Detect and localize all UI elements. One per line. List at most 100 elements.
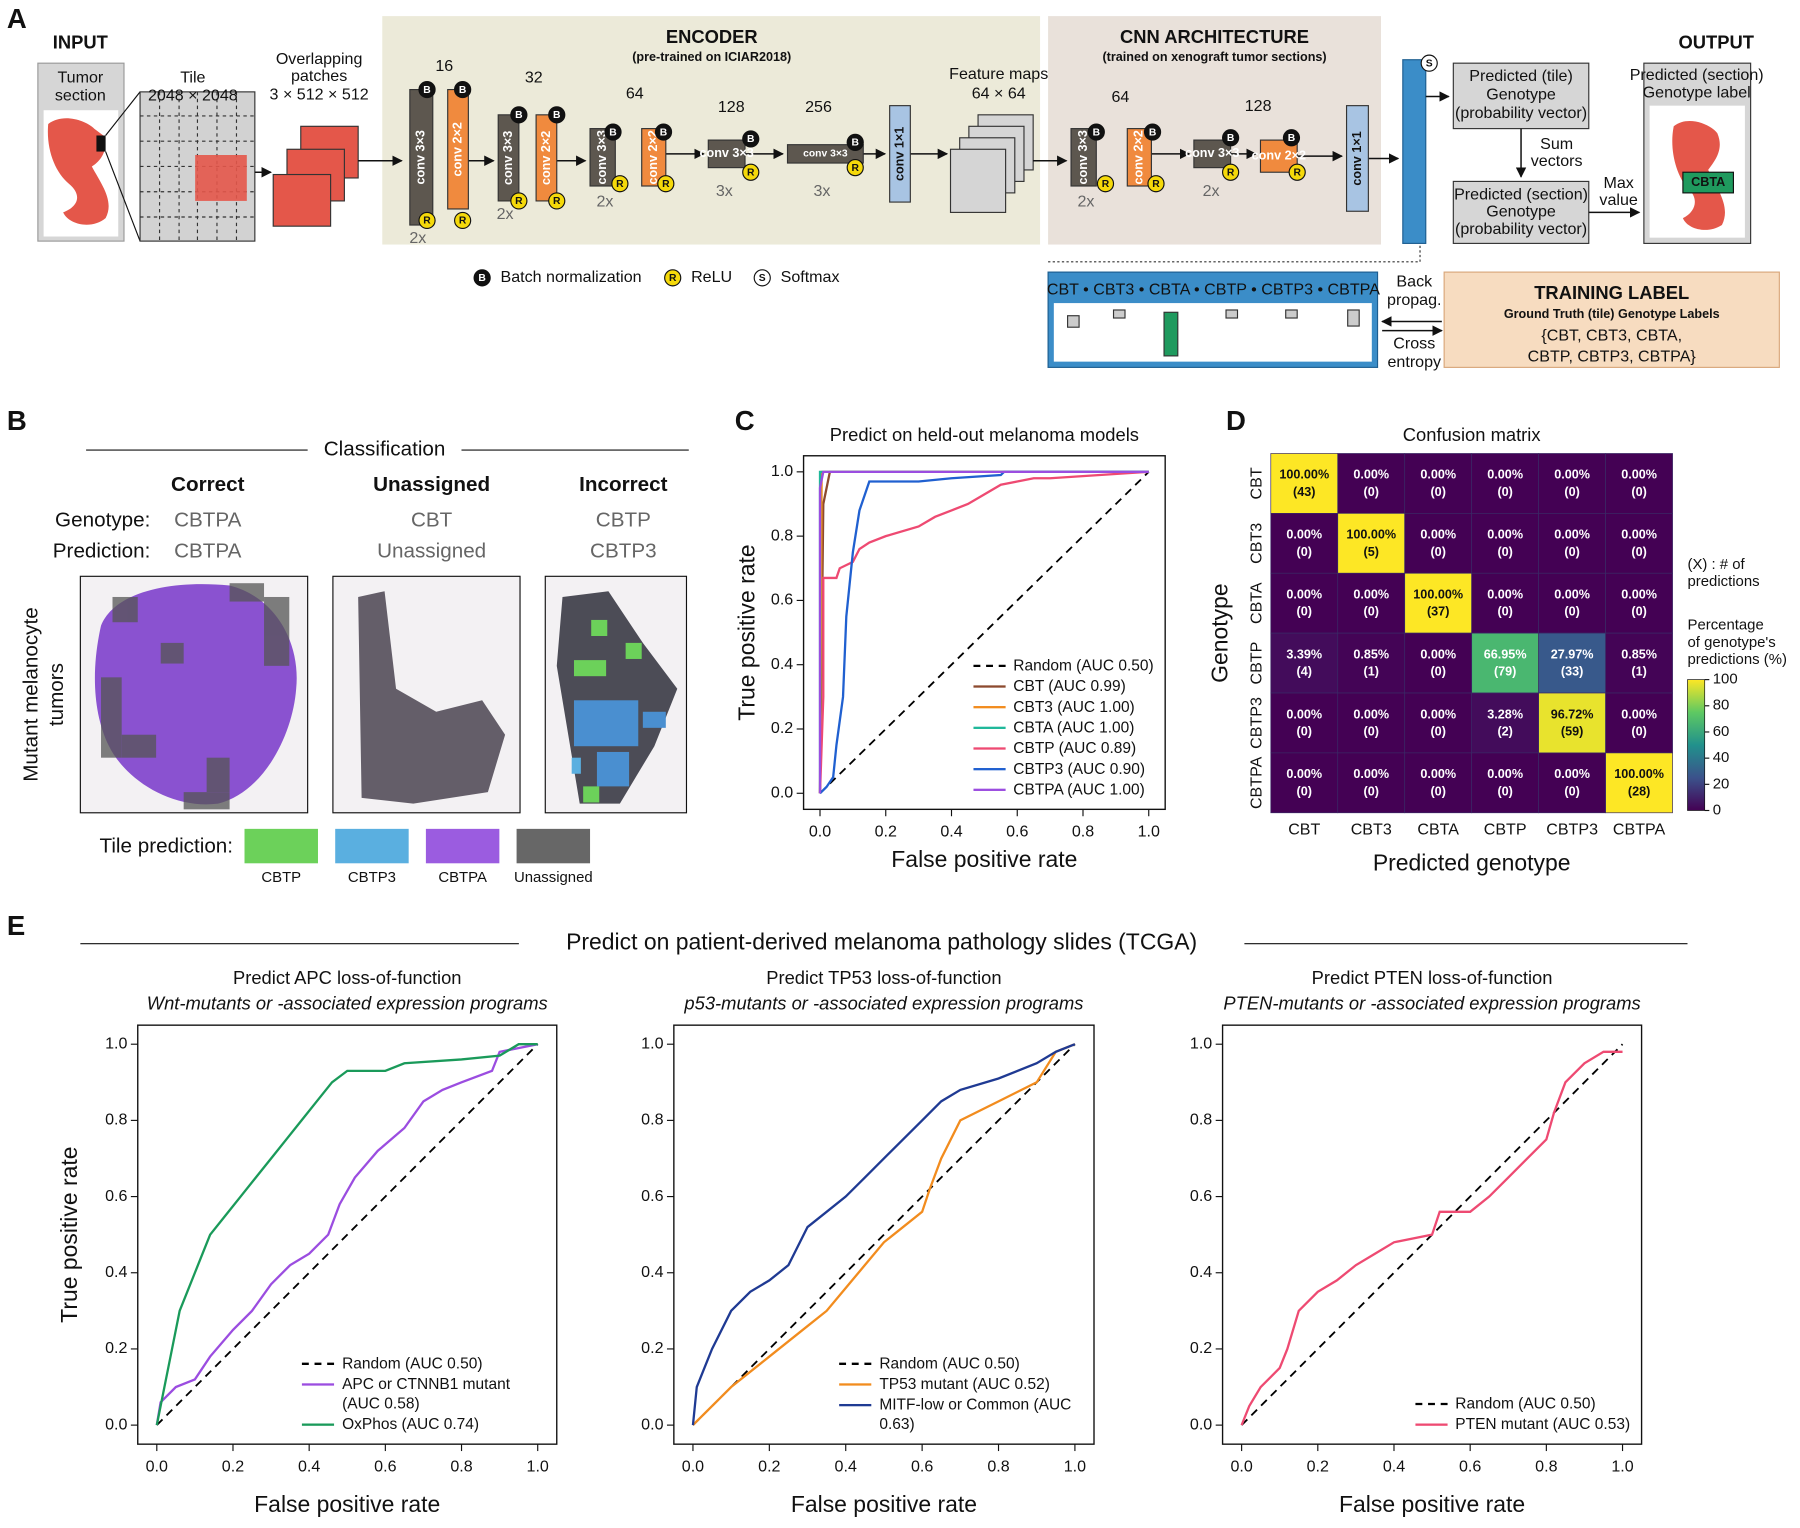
x-tick-label: 0.8	[1535, 1457, 1557, 1475]
feature-maps	[949, 114, 1034, 213]
badge-letter: B	[515, 110, 522, 121]
box-text: Genotype	[1486, 86, 1556, 104]
conv-block	[535, 114, 558, 202]
box-text: Genotype	[1486, 203, 1556, 221]
legend-swatch	[301, 1362, 335, 1365]
legend-swatch	[839, 1383, 872, 1386]
x-tick-label: 0.0	[682, 1457, 704, 1475]
legend-label: CBTA (AUC 1.00)	[1013, 718, 1135, 736]
x-tick-label: CBTA	[1417, 820, 1459, 838]
y-tick-label: 1.0	[641, 1034, 663, 1052]
legend-area: Random (AUC 0.50) PTEN mutant (AUC 0.53)	[1415, 1393, 1630, 1435]
conv-label: conv 3×3	[699, 146, 753, 160]
legend-entry: PTEN mutant (AUC 0.53)	[1415, 1414, 1630, 1434]
badge	[611, 175, 629, 193]
x-tick-label: 0.0	[809, 823, 831, 841]
channel-count: 64	[1111, 88, 1129, 106]
legend-entry: MITF-low or Common (AUC 0.63)	[839, 1395, 1082, 1434]
x-tick-label: 0.0	[1230, 1457, 1252, 1475]
legend-title: Tile prediction:	[99, 835, 233, 858]
cell-percent: 27.97%	[1551, 647, 1594, 661]
cell-percent: 0.00%	[1554, 587, 1590, 601]
y-tick-label: 0.0	[1190, 1415, 1212, 1433]
colorbar-tick-label: 60	[1713, 723, 1730, 740]
cell-count: (4)	[1297, 665, 1312, 679]
legend-swatch	[425, 828, 500, 864]
conv-label: conv 1×1	[892, 127, 906, 181]
legend: Random (AUC 0.50) CBT (AUC 0.99) CBT3 (AUC…	[973, 654, 1154, 800]
conv-label: conv 3×3	[803, 149, 848, 160]
legend-swatch	[1415, 1423, 1448, 1426]
cell-percent: 0.00%	[1353, 468, 1389, 482]
badge	[1087, 123, 1105, 141]
legend-label: Random (AUC 0.50)	[879, 1354, 1020, 1372]
unassigned-tiles	[101, 583, 290, 810]
cell-percent: 0.00%	[1621, 468, 1657, 482]
repeat-label: 2x	[1077, 192, 1094, 210]
badge-letter: R	[1227, 168, 1235, 179]
cell-count: (0)	[1564, 485, 1579, 499]
panel-label: E	[7, 910, 25, 941]
legend-label: CBTP3	[348, 869, 396, 886]
badge-letter: B	[553, 110, 560, 121]
legend: Random (AUC 0.50) PTEN mutant (AUC 0.53)	[1415, 1393, 1630, 1435]
encoder-subtitle: (pre-trained on ICIAR2018)	[632, 50, 791, 64]
panel-label: C	[735, 405, 755, 436]
cell-count: (0)	[1297, 724, 1312, 738]
y-tick-label: 0.4	[105, 1263, 127, 1281]
plot-frame	[1221, 1024, 1643, 1445]
legend-label: CBTPA	[438, 869, 487, 886]
x-tick-label: 0.8	[987, 1457, 1009, 1475]
roc-curve	[819, 471, 1150, 794]
heatmap-cell	[1538, 513, 1606, 574]
column-title: Unassigned	[373, 473, 490, 496]
cell-count: (0)	[1497, 485, 1512, 499]
conv-block	[707, 139, 746, 169]
x-tick-label: 0.6	[911, 1457, 933, 1475]
heatmap-cell	[1471, 752, 1539, 814]
badge-letter: S	[759, 273, 766, 284]
cell-count: (0)	[1564, 784, 1579, 798]
cell-count: (0)	[1631, 545, 1646, 559]
legend-label: APC or CTNNB1 mutant (AUC 0.58)	[342, 1375, 511, 1413]
cell-percent: 0.85%	[1353, 647, 1389, 661]
tile-label: Tile	[180, 68, 205, 86]
legend-entry: Random (AUC 0.50)	[973, 656, 1154, 676]
cell-count: (37)	[1427, 605, 1449, 619]
y-tick-label: 0.2	[105, 1339, 127, 1357]
genotype: CBTP	[596, 509, 651, 532]
badge-letter: B	[478, 273, 485, 284]
badge-letter: B	[423, 85, 430, 96]
repeat-label: 2x	[596, 192, 613, 210]
x-tick-label: 0.2	[758, 1457, 780, 1475]
roc-curve	[155, 1043, 538, 1426]
x-tick-label: CBT3	[1351, 820, 1392, 838]
cell-count: (0)	[1631, 485, 1646, 499]
x-tick-label: 0.8	[1072, 823, 1094, 841]
legend-label: Random (AUC 0.50)	[342, 1354, 483, 1372]
encoder-title: ENCODER	[666, 26, 758, 47]
y-tick-label: 0.6	[1190, 1187, 1212, 1205]
badge	[473, 269, 491, 287]
roc-curve	[692, 1043, 1076, 1426]
sum-label: Sum	[1540, 135, 1573, 153]
cell-percent: 0.00%	[1353, 587, 1389, 601]
heatmap-cell	[1538, 692, 1606, 754]
roc-curve	[691, 1043, 1076, 1426]
channel-count: 128	[718, 98, 745, 116]
conv-label: conv 3×3	[1076, 130, 1090, 184]
x-tick-label: 0.6	[1006, 823, 1028, 841]
x-tick-label: CBTP	[1484, 820, 1527, 838]
x-tick-label: 0.4	[835, 1457, 857, 1475]
tumor-shape	[47, 118, 109, 225]
legend-label: CBTPA (AUC 1.00)	[1013, 780, 1145, 798]
badge-letter: R	[1293, 168, 1301, 179]
cell-percent: 96.72%	[1551, 707, 1594, 721]
badge	[1282, 129, 1301, 147]
legend-entry: CBTA (AUC 1.00)	[973, 718, 1154, 738]
cell-percent: 0.00%	[1286, 707, 1322, 721]
cell-percent: 3.28%	[1487, 707, 1523, 721]
badge	[454, 80, 472, 99]
